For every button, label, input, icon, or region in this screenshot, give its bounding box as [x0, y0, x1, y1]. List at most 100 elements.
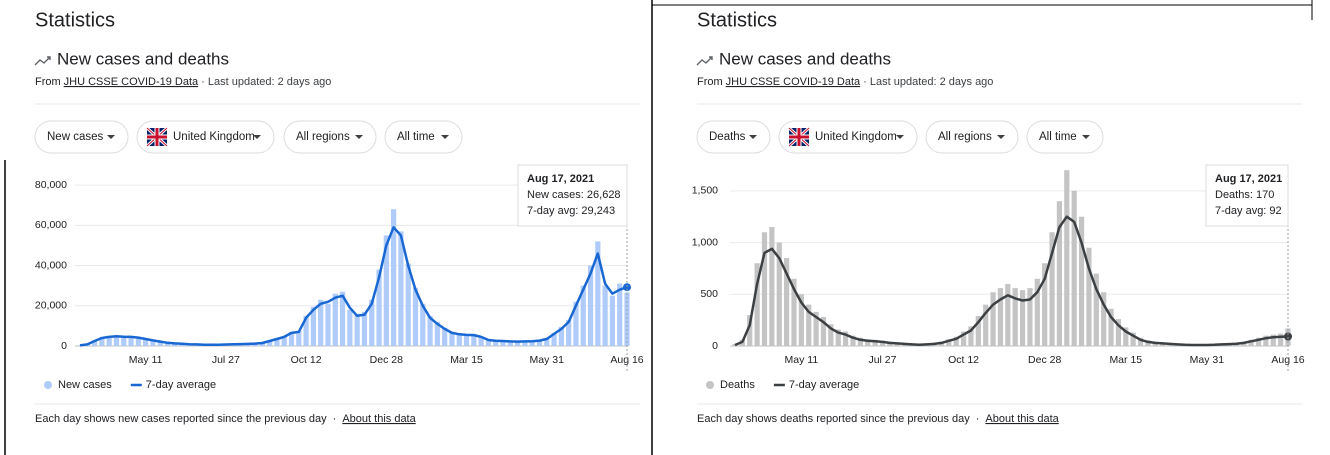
bar: [500, 340, 506, 346]
bar: [1078, 216, 1085, 346]
bar: [1005, 283, 1011, 346]
page-heading: Statistics: [35, 9, 115, 31]
bar: [369, 299, 375, 346]
bar: [442, 327, 448, 346]
bar: [1101, 292, 1107, 346]
bar: [339, 291, 346, 346]
footer-text: Each day shows new cases reported since …: [35, 413, 327, 425]
x-tick-label: Mar 15: [450, 354, 483, 366]
bar: [485, 339, 492, 346]
bar: [857, 337, 863, 346]
footer-note: Each day shows new cases reported since …: [35, 413, 417, 425]
bar: [1027, 288, 1033, 346]
bar: [536, 339, 543, 346]
bar: [427, 315, 433, 346]
about-link[interactable]: About this data: [342, 413, 416, 425]
bar: [1248, 339, 1254, 346]
bar: [1278, 333, 1284, 346]
y-tick-label: 0: [712, 340, 718, 352]
bar: [274, 338, 280, 346]
bar: [828, 324, 834, 346]
bar: [288, 331, 295, 346]
x-tick-label: May 31: [1190, 354, 1225, 366]
tooltip-line: Aug 17, 2021: [1215, 173, 1282, 185]
filter-chip[interactable]: United Kingdom: [778, 120, 918, 154]
filter-chip[interactable]: United Kingdom: [136, 120, 275, 154]
y-tick-label: 40,000: [35, 259, 67, 271]
source-link[interactable]: JHU CSSE COVID-19 Data: [64, 76, 199, 88]
bar: [1137, 337, 1144, 346]
bar: [843, 331, 849, 346]
bar: [1093, 273, 1099, 346]
about-link[interactable]: About this data: [985, 413, 1059, 425]
bar: [354, 313, 360, 346]
bar: [507, 340, 513, 346]
trend-icon: [34, 56, 51, 66]
chip-label: New cases: [47, 131, 103, 143]
filter-chip[interactable]: Deaths: [696, 120, 771, 154]
bar: [1255, 337, 1262, 346]
legend-label: 7-day average: [146, 379, 216, 391]
filter-chip[interactable]: All regions: [925, 120, 1019, 154]
bar: [820, 317, 827, 346]
chip-arrow: [896, 135, 904, 139]
source-link[interactable]: JHU CSSE COVID-19 Data: [726, 76, 861, 88]
tooltip-box: [1205, 164, 1289, 227]
tooltip-box: [517, 164, 628, 227]
bar: [529, 340, 535, 346]
chip-outline: [136, 120, 275, 154]
bar: [617, 283, 623, 346]
bar: [1123, 327, 1129, 346]
bar: [420, 303, 426, 346]
y-tick-label: 1,500: [692, 185, 718, 197]
chip-outline: [1026, 120, 1104, 154]
filter-chip[interactable]: All time: [1026, 120, 1104, 154]
bar: [325, 303, 331, 346]
tooltip-line: 7-day avg: 29,243: [527, 205, 615, 217]
legend-label: 7-day average: [789, 379, 859, 391]
bar: [968, 326, 974, 346]
bar: [747, 314, 753, 346]
bar: [1049, 232, 1055, 346]
source-line: From JHU CSSE COVID-19 Data · Last updated…: [697, 76, 993, 88]
trend-icon: [696, 56, 713, 66]
y-tick-label: 80,000: [35, 179, 67, 191]
chip-label: All time: [397, 131, 435, 143]
bar: [391, 209, 397, 346]
bar: [150, 339, 156, 346]
hover-dot: [1284, 332, 1292, 341]
legend-label: Deaths: [720, 379, 755, 391]
x-tick-label: Dec 28: [370, 354, 403, 366]
x-tick-label: Aug 16: [1271, 354, 1304, 366]
bar: [960, 331, 967, 346]
bar: [376, 269, 382, 346]
bar: [865, 339, 871, 346]
source-prefix: From: [697, 76, 723, 88]
bar: [1012, 288, 1018, 346]
bar: [1056, 201, 1063, 346]
bar: [121, 335, 127, 346]
filter-chip[interactable]: New cases: [34, 120, 129, 154]
filter-chip[interactable]: All time: [384, 120, 463, 154]
chip-arrow: [355, 135, 363, 139]
bar: [449, 331, 455, 346]
bar: [997, 288, 1004, 346]
bar: [303, 315, 309, 346]
chip-arrow: [253, 135, 261, 139]
bar: [587, 265, 594, 346]
footer-separator: ·: [333, 413, 337, 425]
filter-chip[interactable]: All regions: [283, 120, 377, 154]
bar: [310, 306, 316, 346]
bar: [515, 341, 521, 346]
flag-cross-red: [789, 128, 809, 146]
y-tick-label: 0: [61, 340, 67, 352]
source-suffix: · Last updated: 2 days ago: [863, 76, 993, 88]
tooltip-line: Aug 17, 2021: [527, 173, 594, 185]
bar: [259, 342, 265, 346]
bar: [1086, 247, 1092, 346]
bar: [332, 293, 338, 346]
bar: [566, 319, 572, 346]
chip-outline: [283, 120, 377, 154]
tooltip-line: 7-day avg: 92: [1215, 205, 1282, 217]
